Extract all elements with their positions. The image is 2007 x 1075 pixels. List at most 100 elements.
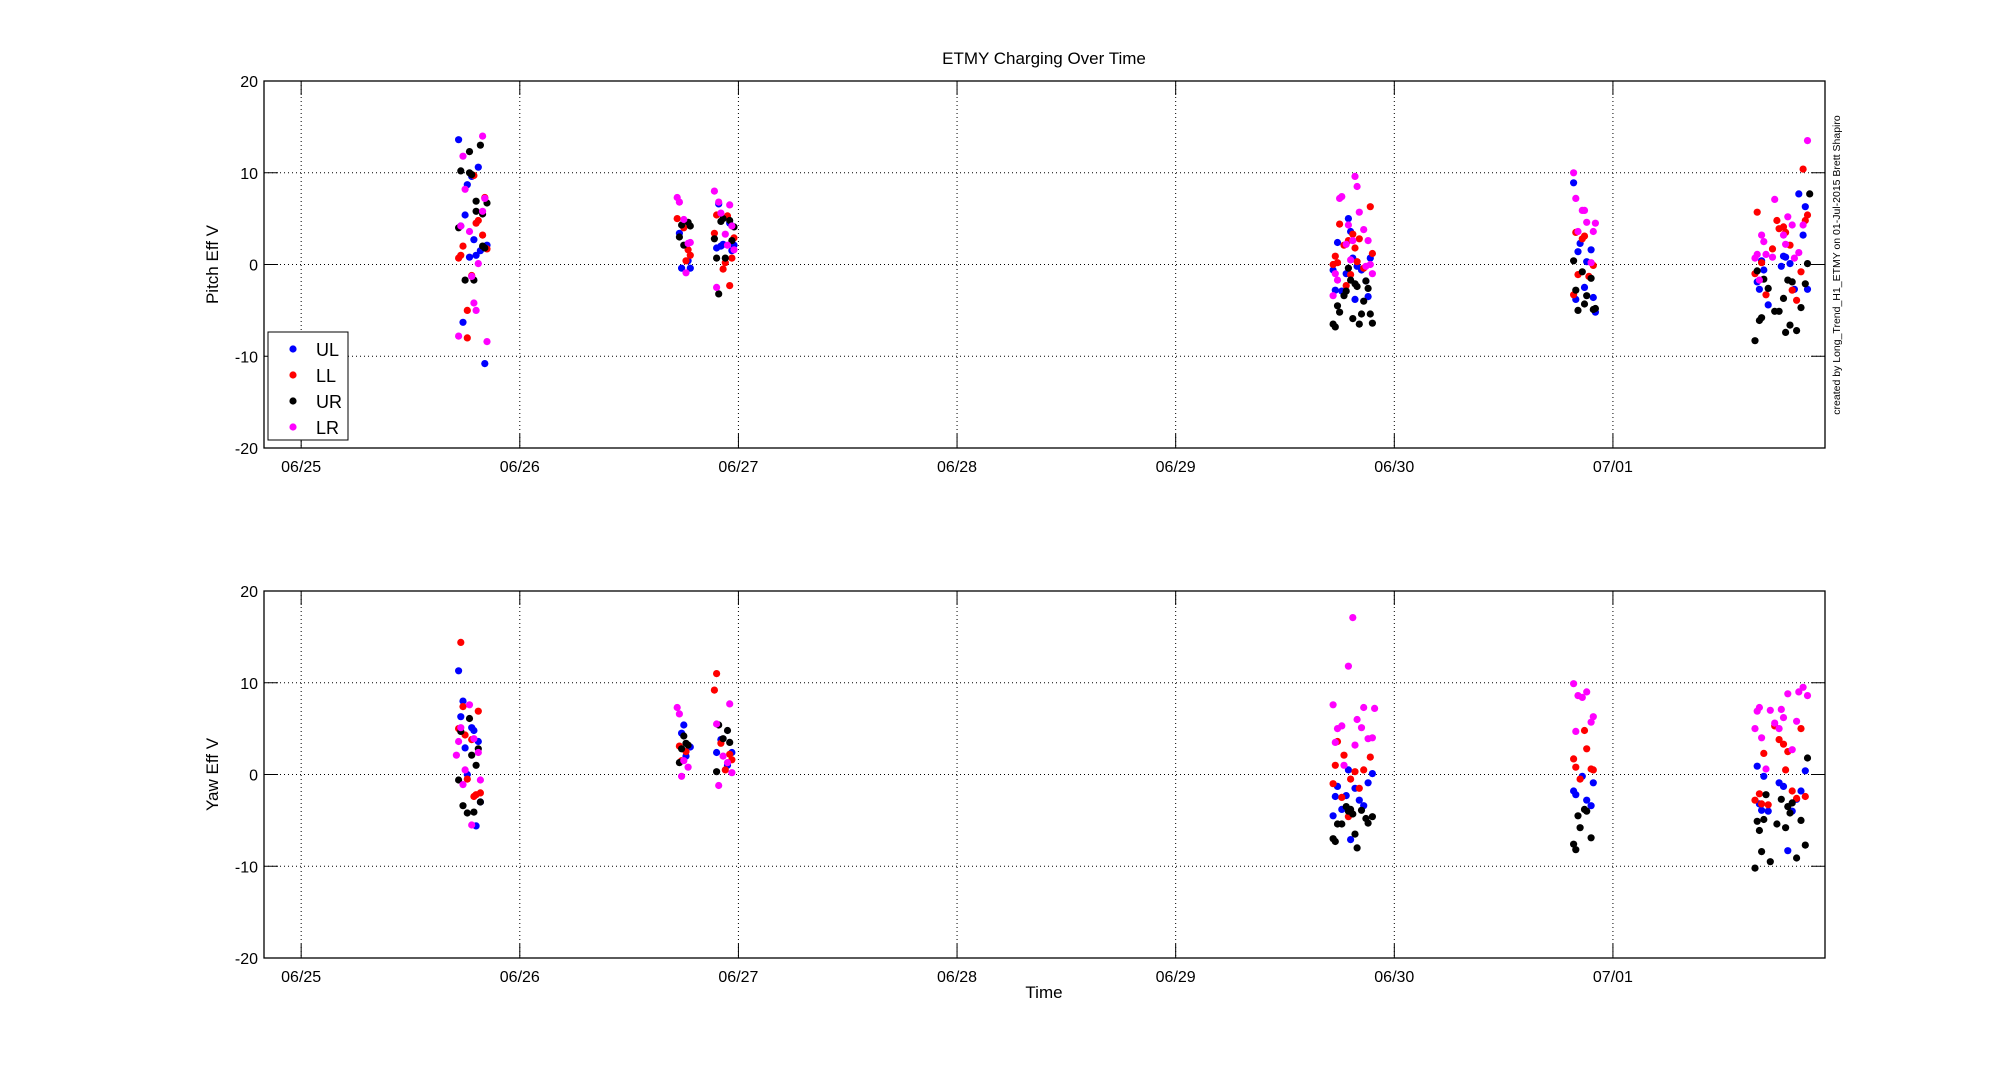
data-point-lr: [1572, 194, 1580, 202]
data-point-lr: [457, 222, 465, 230]
data-point-ll: [1758, 259, 1766, 267]
data-point-lr: [1751, 725, 1759, 733]
data-point-ll: [1779, 223, 1788, 231]
data-point-ur: [1344, 264, 1352, 272]
data-point-lr: [1329, 292, 1337, 300]
data-point-ur: [1574, 812, 1582, 820]
data-point-ul: [1574, 248, 1582, 256]
data-point-ur: [1788, 799, 1796, 807]
legend-marker-ll: [289, 371, 297, 379]
data-point-ul: [713, 748, 721, 757]
data-point-ur: [1336, 308, 1344, 316]
data-point-ul: [1803, 285, 1812, 293]
data-point-ul: [1784, 847, 1792, 855]
data-point-ur: [684, 741, 692, 749]
data-point-ur: [1786, 321, 1794, 329]
data-point-lr: [1777, 705, 1785, 714]
x-tick-label: 06/27: [718, 969, 758, 986]
data-point-ul: [1764, 301, 1772, 309]
y-tick-label: 10: [240, 676, 258, 693]
data-point-lr: [1758, 231, 1766, 239]
data-point-ur: [1751, 337, 1759, 345]
data-point-ll: [1360, 766, 1368, 774]
data-point-ll: [474, 216, 482, 225]
data-point-lr: [1578, 693, 1586, 702]
data-point-ul: [1583, 796, 1591, 804]
data-point-lr: [1762, 250, 1770, 258]
data-point-ur: [1349, 810, 1357, 818]
data-point-ll: [1338, 793, 1346, 802]
data-point-ur: [1801, 280, 1809, 288]
legend-box: [267, 331, 349, 441]
data-point-ll: [463, 334, 471, 342]
data-point-lr: [1779, 714, 1788, 722]
data-point-ll: [479, 231, 487, 239]
data-point-ll: [686, 251, 694, 259]
data-point-ll: [1329, 780, 1337, 788]
x-tick-label: 07/01: [1593, 969, 1633, 986]
data-point-lr: [1775, 725, 1783, 733]
data-point-ul: [1587, 246, 1595, 254]
data-point-lr: [461, 185, 469, 193]
axes-frame: [263, 80, 1826, 449]
data-point-ur: [1576, 824, 1584, 832]
data-point-ul: [1795, 190, 1803, 198]
data-point-ul: [457, 713, 465, 721]
data-point-ul: [461, 744, 469, 752]
data-point-lr: [1795, 688, 1803, 696]
data-point-lr: [1583, 688, 1591, 696]
y-tick-label: -20: [235, 951, 258, 968]
data-point-lr: [723, 241, 732, 249]
data-point-lr: [1753, 250, 1761, 258]
data-point-ur: [728, 237, 736, 245]
y-tick-label: -20: [235, 441, 258, 458]
data-point-ll: [726, 750, 734, 758]
data-point-ur: [1368, 319, 1376, 327]
data-point-ul: [1570, 179, 1578, 187]
data-point-ur: [1786, 809, 1794, 817]
data-point-ul: [470, 726, 478, 735]
data-point-ur: [715, 290, 723, 298]
data-point-lr: [1331, 738, 1339, 747]
data-point-lr: [1371, 704, 1379, 713]
data-point-ur: [713, 254, 721, 262]
data-point-lr: [1758, 734, 1766, 742]
data-point-lr: [461, 766, 469, 774]
data-point-lr: [1355, 208, 1363, 216]
data-point-lr: [479, 132, 487, 140]
data-point-lr: [1784, 690, 1792, 698]
data-point-lr: [675, 198, 684, 206]
data-point-lr: [1364, 237, 1372, 245]
data-point-lr: [468, 272, 476, 280]
data-point-lr: [1587, 718, 1595, 726]
data-point-ur: [1364, 819, 1372, 827]
data-point-ul: [1760, 266, 1768, 274]
data-point-ur: [1574, 306, 1582, 314]
data-point-ul: [1355, 796, 1363, 804]
data-point-ul: [1351, 295, 1359, 303]
data-point-ur: [461, 276, 469, 284]
data-point-ul: [459, 697, 467, 705]
data-point-lr: [1368, 270, 1376, 278]
x-tick-label: 07/01: [1593, 459, 1633, 476]
data-point-ll: [1353, 258, 1361, 266]
data-point-lr: [684, 763, 692, 771]
data-point-lr: [730, 246, 738, 254]
data-point-ur: [1793, 327, 1801, 335]
data-point-ul: [472, 251, 480, 259]
data-point-ur: [1797, 304, 1805, 312]
data-point-lr: [1790, 254, 1798, 262]
data-point-ur: [1764, 284, 1772, 292]
data-point-lr: [1357, 724, 1366, 732]
data-point-ur: [723, 726, 732, 735]
data-point-ll: [1349, 230, 1357, 238]
legend-label-lr: LR: [316, 418, 339, 438]
y-axis-label: Pitch Eff V: [203, 224, 222, 304]
series-ul: [455, 136, 1812, 368]
data-point-lr: [1591, 219, 1599, 227]
data-point-lr: [1580, 206, 1589, 214]
data-point-ul: [678, 264, 686, 272]
data-point-ur: [472, 207, 480, 215]
x-tick-label: 06/25: [281, 969, 321, 986]
data-point-ur: [1368, 813, 1376, 821]
